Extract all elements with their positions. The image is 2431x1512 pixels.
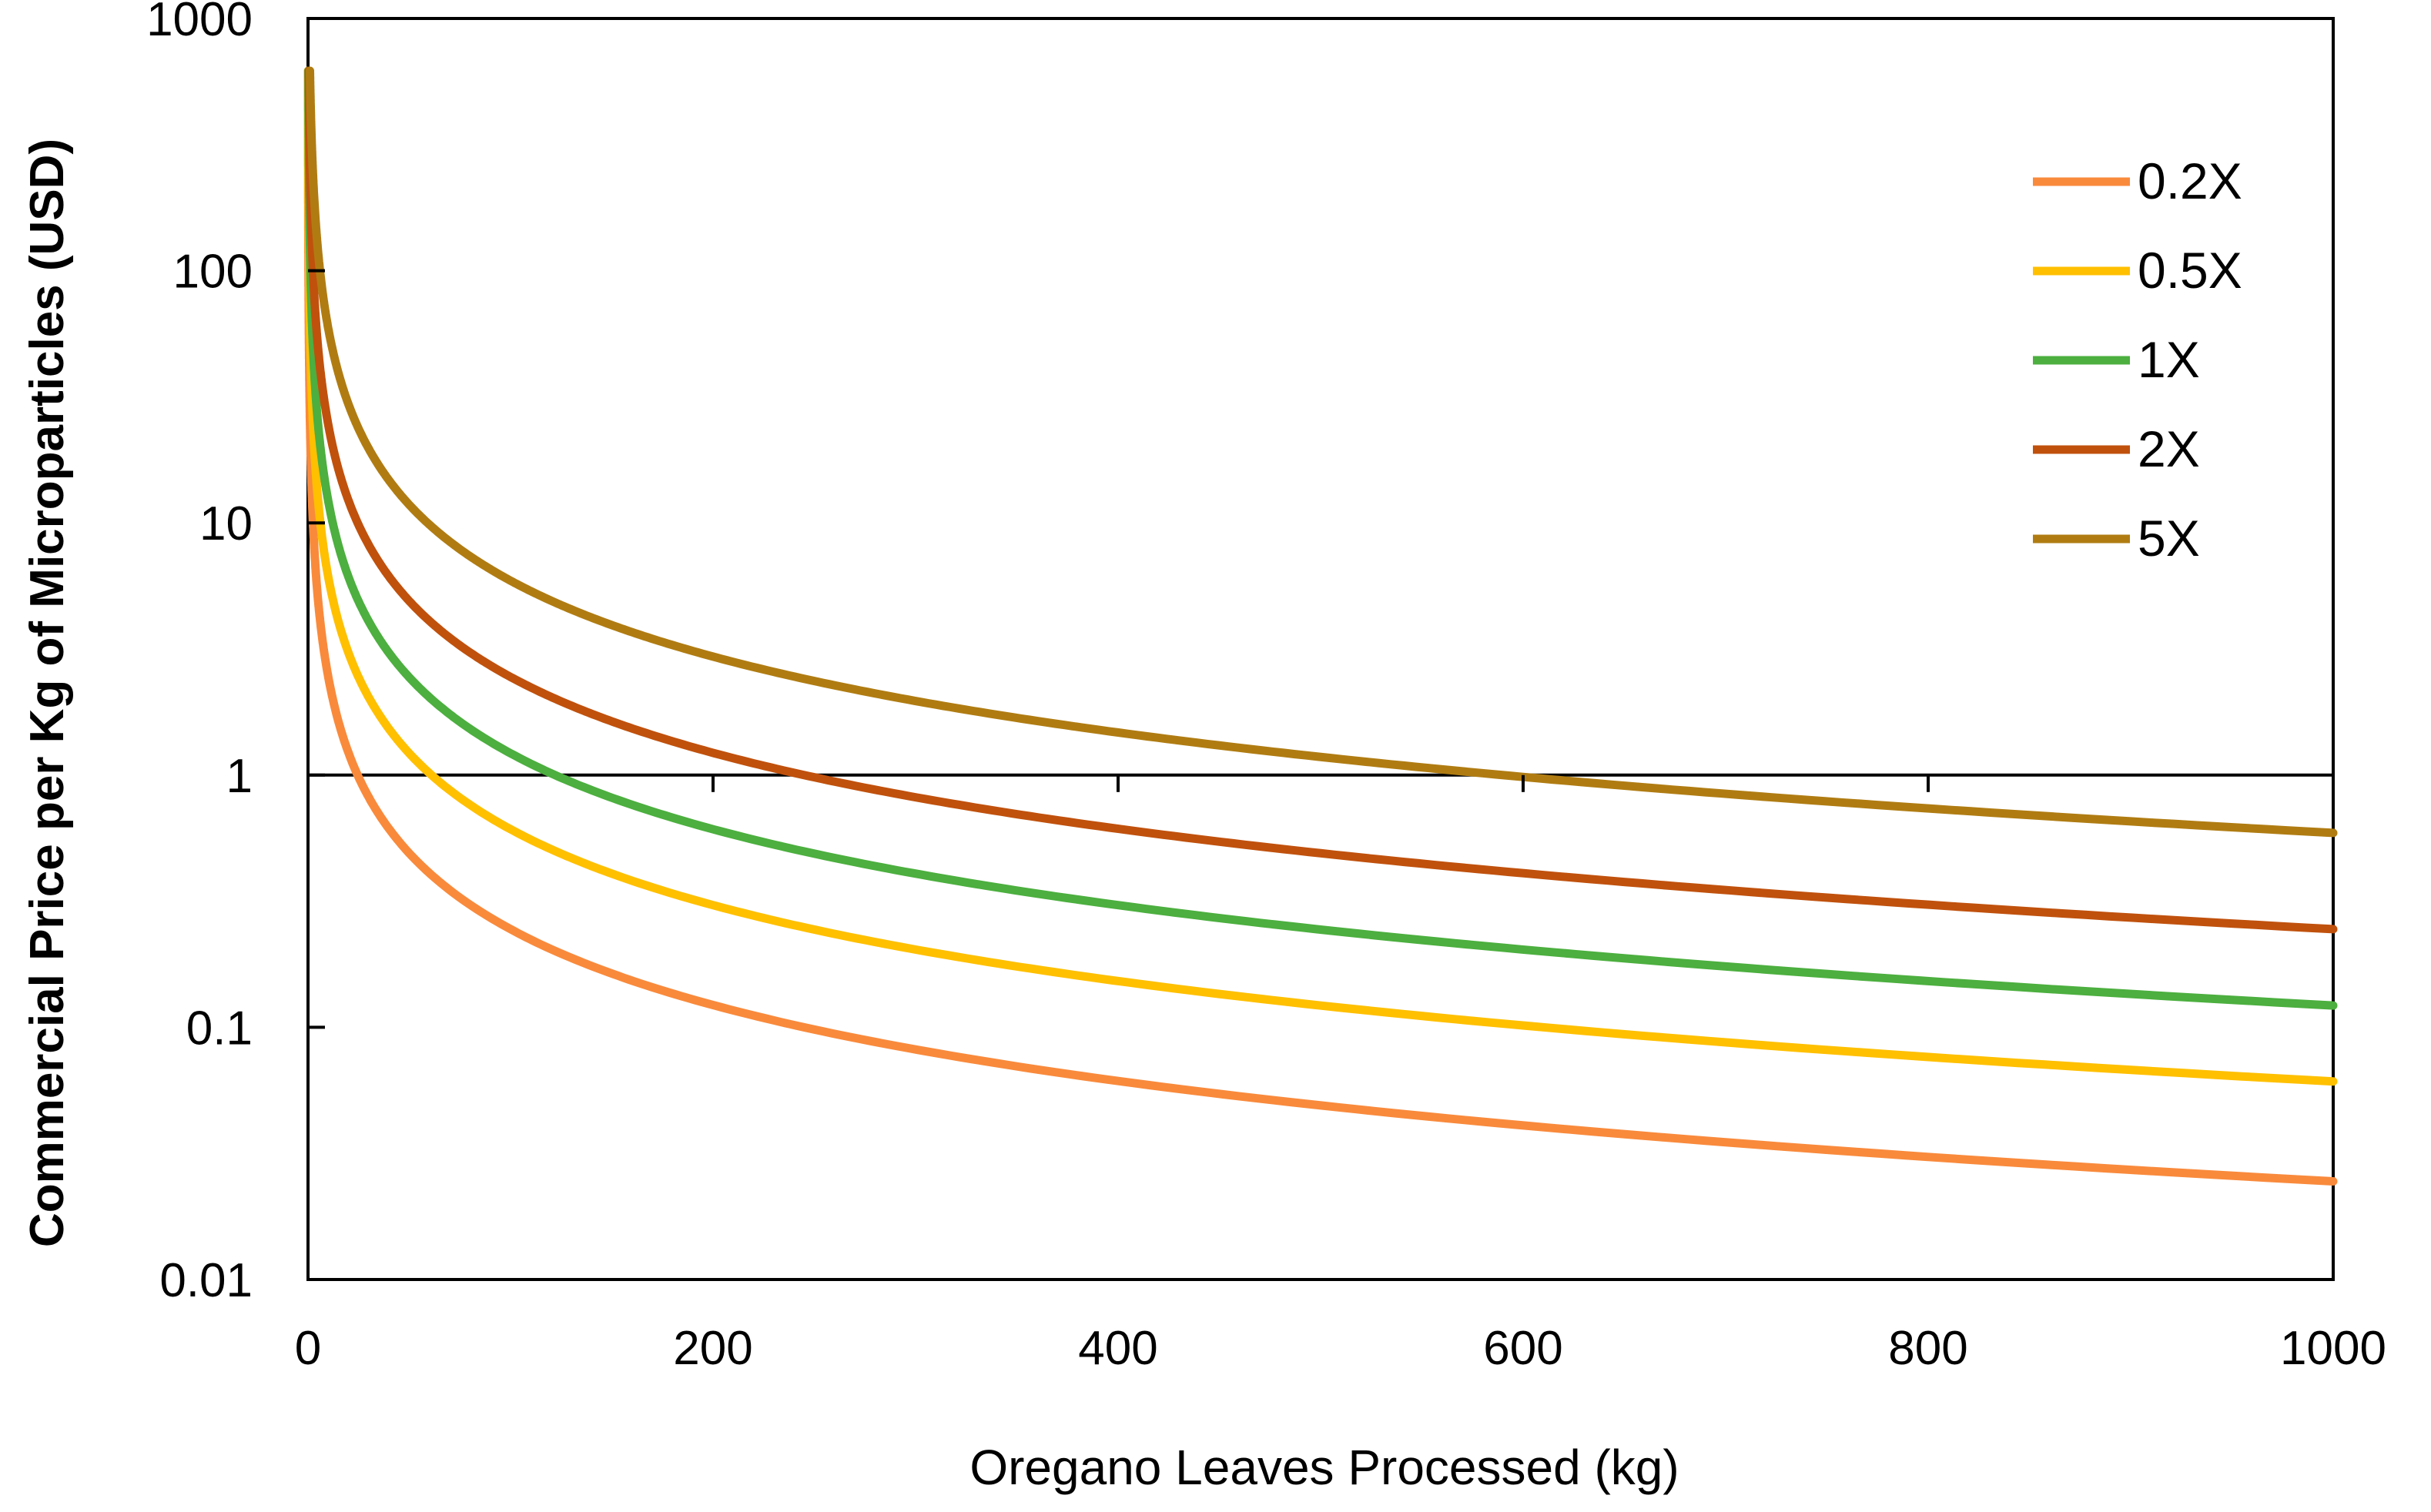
x-tick-label: 800 (1888, 1322, 1967, 1375)
series-layer (303, 66, 2338, 1186)
legend-label: 0.5X (2138, 242, 2242, 299)
x-tick-label: 0 (295, 1322, 321, 1375)
tick-layer: 0 200 400 600 800 1000 0.01 0.1 1 10 100 1000 (146, 0, 2386, 1375)
series-line-5x (306, 66, 2338, 838)
legend-label: 0.2X (2138, 152, 2242, 209)
y-tick-label: 10 (199, 497, 253, 550)
y-tick-label: 0.01 (159, 1254, 253, 1307)
x-tick-label: 600 (1483, 1322, 1562, 1375)
y-tick-label: 1000 (146, 0, 253, 46)
plot-layer (306, 17, 2335, 1281)
y-tick-label: 0.1 (186, 1002, 253, 1055)
legend-label: 5X (2138, 510, 2200, 567)
x-tick-label: 200 (673, 1322, 752, 1375)
legend-label: 2X (2138, 420, 2200, 477)
legend: 0.2X 0.5X 1X 2X 5X (2033, 152, 2242, 567)
x-tick-label: 1000 (2280, 1322, 2386, 1375)
x-axis-title: Oregano Leaves Processed (kg) (969, 1440, 1679, 1495)
y-tick-label: 1 (226, 750, 253, 803)
y-axis-title: Commercial Price per Kg of Microparticle… (21, 139, 74, 1247)
x-tick-label: 400 (1078, 1322, 1157, 1375)
plot-area (306, 17, 2335, 1281)
legend-label: 1X (2138, 331, 2200, 388)
y-tick-label: 100 (173, 246, 253, 299)
